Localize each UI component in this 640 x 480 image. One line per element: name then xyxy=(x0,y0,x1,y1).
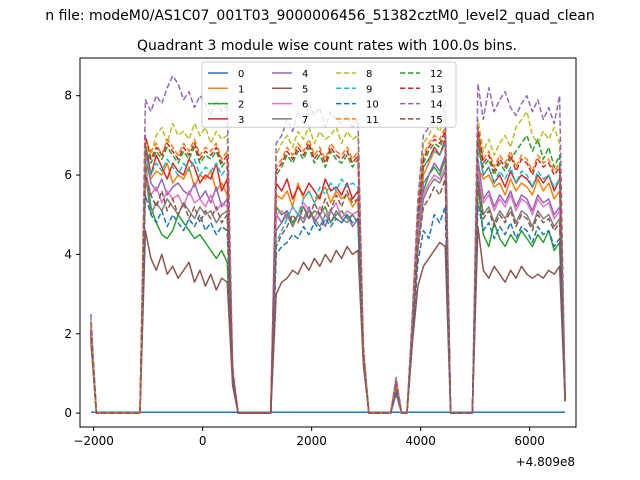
series-line-8 xyxy=(90,110,566,414)
legend-label-4: 4 xyxy=(302,69,308,80)
figure-suptitle: n file: modeM0/AS1C07_001T03_9000006456_… xyxy=(45,8,594,24)
legend-label-1: 1 xyxy=(238,84,244,95)
y-tick-label: 0 xyxy=(64,406,72,420)
y-tick-label: 8 xyxy=(64,89,72,103)
y-tick-label: 2 xyxy=(64,327,72,341)
legend-label-15: 15 xyxy=(430,115,443,126)
y-tick-label: 4 xyxy=(64,247,72,261)
legend-frame xyxy=(201,61,457,128)
legend-label-14: 14 xyxy=(430,100,443,111)
y-axis: 0 2 4 6 8 xyxy=(64,89,80,420)
series-line-9 xyxy=(90,142,566,414)
series-line-11 xyxy=(90,126,566,414)
legend-label-10: 10 xyxy=(366,100,379,111)
x-tick-label: −2000 xyxy=(73,434,114,448)
legend-label-0: 0 xyxy=(238,69,244,80)
x-offset-label: +4.809e8 xyxy=(516,455,575,469)
legend-label-13: 13 xyxy=(430,84,443,95)
x-tick-label: 4000 xyxy=(405,434,436,448)
legend-label-9: 9 xyxy=(366,84,372,95)
series-line-5 xyxy=(90,225,566,414)
legend-label-6: 6 xyxy=(302,100,308,111)
series-line-7 xyxy=(90,170,566,414)
series-line-2 xyxy=(90,158,566,414)
legend-label-3: 3 xyxy=(238,115,244,126)
legend-label-11: 11 xyxy=(366,115,379,126)
legend-label-7: 7 xyxy=(302,115,308,126)
series-line-12 xyxy=(90,134,566,414)
series-line-10 xyxy=(90,194,566,414)
legend-label-8: 8 xyxy=(366,69,372,80)
legend-label-5: 5 xyxy=(302,84,308,95)
x-tick-label: 2000 xyxy=(296,434,327,448)
series-layer xyxy=(90,75,566,414)
series-line-6 xyxy=(90,166,566,414)
chart-title: Quadrant 3 module wise count rates with … xyxy=(137,38,517,54)
axes-frame xyxy=(79,57,577,428)
x-axis: −2000 0 2000 4000 6000 xyxy=(73,427,545,448)
x-tick-label: 0 xyxy=(199,434,207,448)
y-tick-label: 6 xyxy=(64,168,72,182)
legend-label-2: 2 xyxy=(238,100,244,111)
x-tick-label: 6000 xyxy=(514,434,545,448)
legend-label-12: 12 xyxy=(430,69,443,80)
series-line-15 xyxy=(90,174,566,414)
series-line-13 xyxy=(90,126,566,414)
